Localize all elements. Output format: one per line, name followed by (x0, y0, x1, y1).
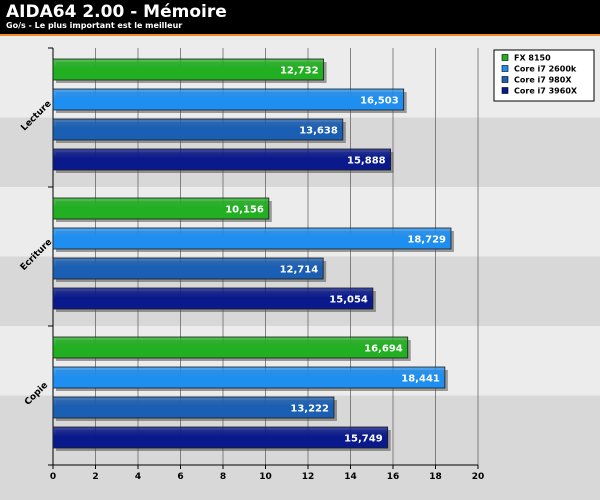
bar (52, 58, 324, 81)
x-tick-label: 0 (50, 472, 56, 482)
x-tick-label: 4 (135, 472, 141, 482)
legend-entry: Core i7 3960X (514, 87, 578, 96)
bar-value-label: 15,749 (344, 434, 383, 445)
chart-title: AIDA64 2.00 - Mémoire (6, 2, 227, 22)
x-tick-label: 6 (177, 472, 183, 482)
bar (52, 396, 335, 419)
bar-value-label: 13,222 (290, 404, 329, 415)
bar-value-label: 15,054 (329, 295, 368, 306)
bar-value-label: 10,156 (225, 205, 264, 216)
bar-value-label: 13,638 (299, 126, 338, 137)
x-tick-label: 2 (92, 472, 98, 482)
legend-swatch (501, 65, 509, 72)
bar-value-label: 18,441 (401, 374, 440, 385)
bar-value-label: 12,714 (280, 265, 319, 276)
bar (52, 336, 409, 359)
bar (52, 118, 344, 141)
x-tick-label: 14 (344, 472, 357, 482)
legend-box (493, 49, 595, 102)
bar-value-label: 16,694 (364, 344, 403, 355)
x-tick-label: 12 (302, 472, 315, 482)
x-tick-label: 8 (220, 472, 226, 482)
bar (52, 88, 405, 111)
x-tick-label: 18 (429, 472, 442, 482)
x-tick-label: 16 (387, 472, 400, 482)
legend-entry: Core i7 2600k (514, 65, 577, 74)
bar-value-label: 16,503 (360, 96, 399, 107)
chart-header: AIDA64 2.00 - Mémoire Go/s - Le plus imp… (0, 0, 600, 34)
bar (52, 287, 374, 310)
bar (52, 366, 446, 389)
bar (52, 227, 452, 250)
legend-entry: FX 8150 (514, 54, 551, 63)
bar-value-label: 15,888 (347, 156, 386, 167)
header-accent-rule (0, 34, 600, 37)
bar-value-label: 12,732 (280, 66, 319, 77)
x-tick-label: 20 (472, 472, 485, 482)
bar-value-label: 18,729 (407, 235, 446, 246)
legend-entry: Core i7 980X (514, 76, 572, 85)
background-band (0, 465, 600, 500)
chart-subtitle: Go/s - Le plus important est le meilleur (6, 21, 183, 30)
legend-swatch (501, 54, 509, 61)
legend-swatch (501, 76, 509, 83)
bar (52, 148, 392, 171)
bar (52, 426, 389, 449)
bar (52, 257, 324, 280)
x-tick-label: 10 (259, 472, 272, 482)
bar (52, 197, 270, 220)
legend-swatch (501, 87, 509, 94)
